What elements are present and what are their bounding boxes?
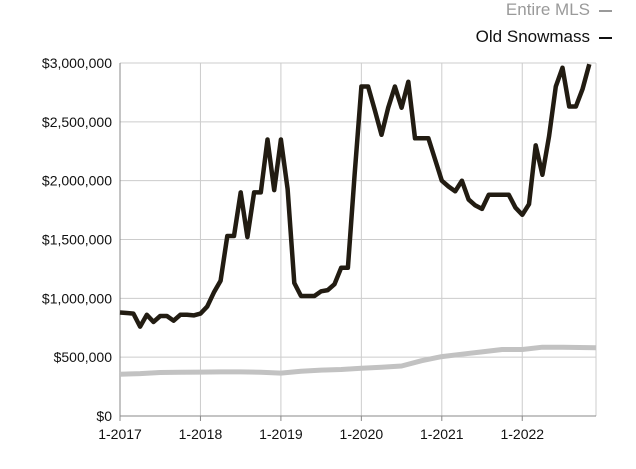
legend-item-entire-mls: Entire MLS <box>506 0 612 20</box>
y-tick-label: $2,500,000 <box>42 114 112 130</box>
series-lines <box>119 63 597 377</box>
y-tick-label: $3,000,000 <box>42 55 112 71</box>
y-tick-label: $0 <box>96 408 112 424</box>
legend-swatch-entire-mls <box>599 9 612 12</box>
legend-label-old-snowmass: Old Snowmass <box>475 27 590 46</box>
series-line-entire-mls <box>119 344 597 377</box>
series-line-old-snowmass <box>119 63 592 329</box>
x-tick-label: 1-2021 <box>420 426 464 442</box>
y-tick-label: $500,000 <box>54 349 113 365</box>
x-tick-label: 1-2022 <box>500 426 544 442</box>
axes <box>119 62 597 421</box>
x-tick-label: 1-2017 <box>98 426 142 442</box>
y-tick-label: $1,000,000 <box>42 290 112 306</box>
y-tick-label: $1,500,000 <box>42 232 112 248</box>
x-tick-label: 1-2018 <box>179 426 223 442</box>
legend-item-old-snowmass: Old Snowmass <box>476 27 612 47</box>
legend-swatch-old-snowmass <box>599 36 612 39</box>
x-tick-label: 1-2020 <box>340 426 384 442</box>
legend-label-entire-mls: Entire MLS <box>505 0 590 19</box>
x-tick-label: 1-2019 <box>259 426 303 442</box>
tick-labels: $0 $500,000 $1,000,000 $1,500,000 $2,000,000… <box>42 55 544 442</box>
y-tick-label: $2,000,000 <box>42 173 112 189</box>
